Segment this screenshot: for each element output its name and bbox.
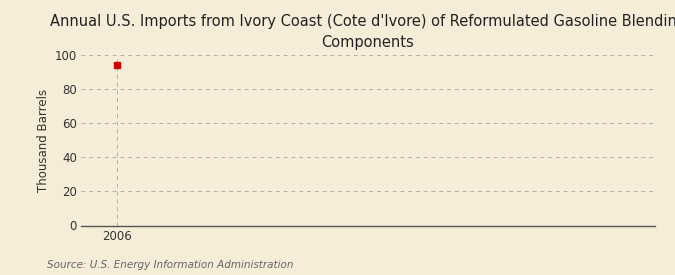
Text: Source: U.S. Energy Information Administration: Source: U.S. Energy Information Administ…: [47, 260, 294, 270]
Title: Annual U.S. Imports from Ivory Coast (Cote d'Ivore) of Reformulated Gasoline Ble: Annual U.S. Imports from Ivory Coast (Co…: [50, 14, 675, 50]
Y-axis label: Thousand Barrels: Thousand Barrels: [37, 89, 51, 192]
